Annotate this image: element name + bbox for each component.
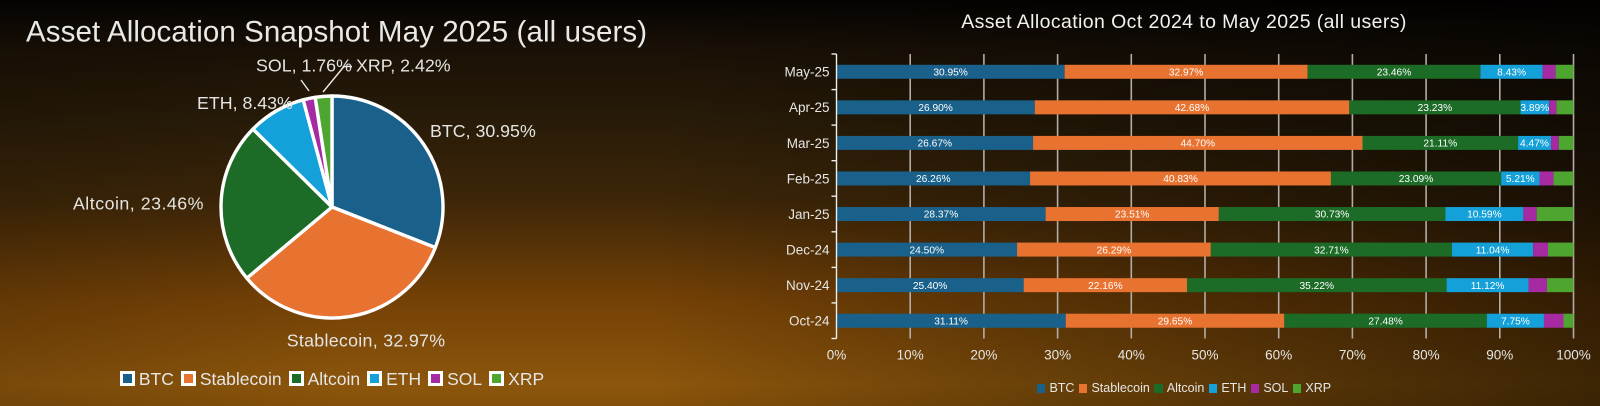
svg-text:4.47%: 4.47% bbox=[1520, 139, 1549, 150]
svg-text:50%: 50% bbox=[1191, 348, 1218, 363]
svg-text:26.29%: 26.29% bbox=[1097, 245, 1132, 256]
svg-text:11.12%: 11.12% bbox=[1471, 281, 1505, 292]
svg-text:11.04%: 11.04% bbox=[1476, 245, 1510, 256]
svg-text:10%: 10% bbox=[897, 348, 924, 363]
svg-text:27.48%: 27.48% bbox=[1368, 316, 1403, 327]
svg-text:Asset Allocation Oct 2024 to M: Asset Allocation Oct 2024 to May 2025 (a… bbox=[961, 11, 1407, 33]
svg-text:Asset Allocation Snapshot May: Asset Allocation Snapshot May 2025 (all … bbox=[26, 16, 647, 49]
svg-text:30%: 30% bbox=[1044, 348, 1071, 363]
svg-text:25.40%: 25.40% bbox=[913, 281, 948, 292]
svg-text:30.95%: 30.95% bbox=[933, 68, 968, 79]
svg-text:20%: 20% bbox=[970, 348, 997, 363]
svg-text:40%: 40% bbox=[1118, 348, 1145, 363]
svg-text:90%: 90% bbox=[1486, 348, 1513, 363]
svg-text:SOL, 1.76%: SOL, 1.76% bbox=[256, 56, 352, 76]
svg-text:32.97%: 32.97% bbox=[1169, 68, 1204, 79]
svg-text:22.16%: 22.16% bbox=[1088, 281, 1123, 292]
svg-text:Oct-24: Oct-24 bbox=[789, 314, 830, 329]
svg-text:5.21%: 5.21% bbox=[1506, 174, 1535, 185]
svg-text:Apr-25: Apr-25 bbox=[789, 100, 830, 115]
svg-text:44.70%: 44.70% bbox=[1181, 139, 1216, 150]
svg-text:60%: 60% bbox=[1265, 348, 1292, 363]
svg-text:Nov-24: Nov-24 bbox=[786, 278, 830, 293]
svg-text:0%: 0% bbox=[827, 348, 847, 363]
svg-text:32.71%: 32.71% bbox=[1314, 245, 1349, 256]
svg-text:26.26%: 26.26% bbox=[916, 174, 951, 185]
svg-text:80%: 80% bbox=[1413, 348, 1440, 363]
svg-text:30.73%: 30.73% bbox=[1315, 210, 1350, 221]
svg-text:XRP, 2.42%: XRP, 2.42% bbox=[356, 56, 451, 76]
svg-text:3.89%: 3.89% bbox=[1520, 103, 1549, 114]
svg-text:10.59%: 10.59% bbox=[1467, 210, 1502, 221]
svg-text:BTC, 30.95%: BTC, 30.95% bbox=[430, 121, 536, 141]
svg-text:23.23%: 23.23% bbox=[1418, 103, 1453, 114]
svg-text:23.51%: 23.51% bbox=[1115, 210, 1150, 221]
svg-text:70%: 70% bbox=[1339, 348, 1366, 363]
svg-text:23.46%: 23.46% bbox=[1377, 68, 1412, 79]
svg-text:May-25: May-25 bbox=[784, 65, 829, 80]
svg-text:ETH, 8.43%: ETH, 8.43% bbox=[197, 93, 293, 113]
svg-text:26.67%: 26.67% bbox=[918, 139, 953, 150]
svg-text:23.09%: 23.09% bbox=[1399, 174, 1434, 185]
svg-text:Altcoin, 23.46%: Altcoin, 23.46% bbox=[73, 194, 204, 214]
svg-text:Feb-25: Feb-25 bbox=[787, 171, 830, 186]
svg-text:Mar-25: Mar-25 bbox=[787, 136, 830, 151]
svg-text:100%: 100% bbox=[1556, 348, 1591, 363]
svg-text:24.50%: 24.50% bbox=[910, 245, 945, 256]
svg-text:35.22%: 35.22% bbox=[1300, 281, 1335, 292]
svg-text:26.90%: 26.90% bbox=[918, 103, 953, 114]
svg-text:8.43%: 8.43% bbox=[1497, 68, 1526, 79]
svg-text:Dec-24: Dec-24 bbox=[786, 243, 830, 258]
svg-text:31.11%: 31.11% bbox=[934, 316, 968, 327]
svg-text:21.11%: 21.11% bbox=[1423, 139, 1457, 150]
svg-text:7.75%: 7.75% bbox=[1501, 316, 1530, 327]
svg-text:42.68%: 42.68% bbox=[1175, 103, 1210, 114]
svg-text:40.83%: 40.83% bbox=[1163, 174, 1198, 185]
svg-text:29.65%: 29.65% bbox=[1158, 316, 1193, 327]
svg-text:28.37%: 28.37% bbox=[924, 210, 959, 221]
svg-text:Jan-25: Jan-25 bbox=[788, 207, 829, 222]
svg-text:Stablecoin, 32.97%: Stablecoin, 32.97% bbox=[287, 331, 446, 351]
